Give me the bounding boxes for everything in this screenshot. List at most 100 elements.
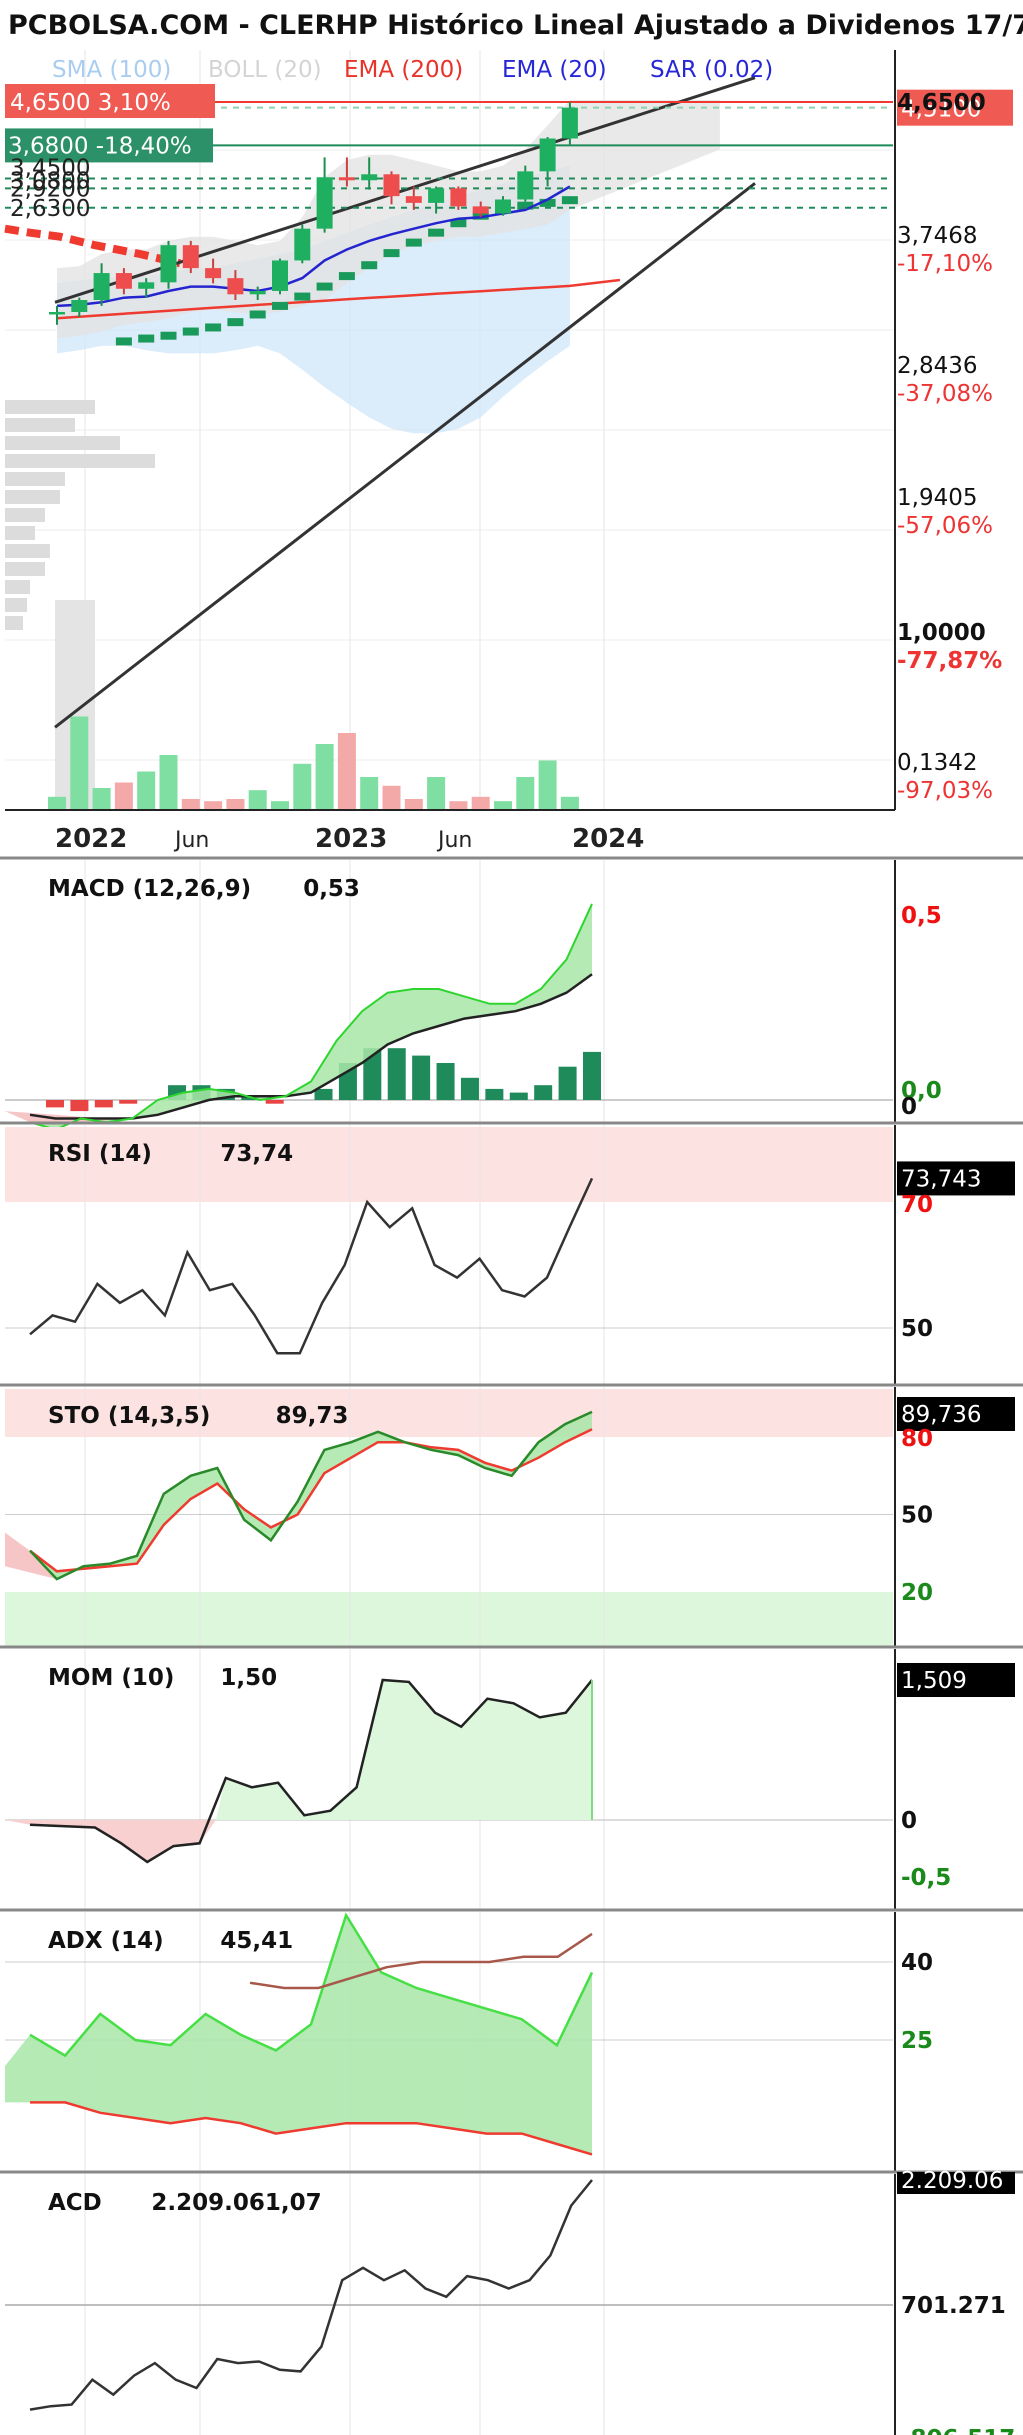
overbought-zone [5, 1127, 893, 1202]
candle-body [338, 177, 355, 181]
volume-profile-bar [5, 508, 45, 522]
sar-dot [450, 219, 467, 228]
candle-body [138, 282, 155, 289]
y-tick-label: 40 [901, 1950, 933, 1976]
volume-bar [337, 733, 356, 810]
volume-bar [271, 801, 289, 810]
macd-histogram-bar [363, 1048, 382, 1100]
volume-profile-bar [5, 400, 95, 414]
indicator-value: 89,73 [276, 1403, 349, 1429]
price-label: 3,0800 [10, 168, 90, 194]
price-label-green: 3,6800 -18,40% [8, 133, 192, 159]
volume-profile-bar [5, 472, 65, 486]
candle-body [249, 290, 266, 295]
macd-histogram-bar [94, 1100, 113, 1108]
candle-body [71, 300, 88, 312]
adx-line [249, 1932, 593, 1990]
sto-d-line [29, 1428, 593, 1573]
y-tick-label: 0,5 [901, 903, 942, 929]
macd-line [29, 903, 593, 1131]
indicator-name: STO (14,3,5) [48, 1403, 210, 1429]
candle-body [316, 177, 333, 229]
volume-bar [48, 796, 66, 810]
value-box-label: 89,736 [901, 1402, 981, 1428]
x-tick-label: 2023 [315, 824, 387, 854]
volume-profile-bar [5, 598, 27, 612]
volume-bar [494, 801, 512, 810]
legend-item: EMA (20) [502, 57, 607, 83]
candle-body [205, 268, 222, 279]
macd-histogram-bar [509, 1092, 528, 1100]
legend: SMA (100) BOLL (20) EMA (200) EMA (20) SAR (… [52, 57, 773, 83]
y-tick-label: 20 [901, 1580, 933, 1606]
volume-bar [560, 796, 579, 810]
macd-histogram-bar [436, 1063, 455, 1100]
indicator-name: RSI (14) [48, 1141, 152, 1167]
price-label-box [5, 128, 213, 163]
x-tick-label: 2024 [572, 824, 644, 854]
acd-panel: ACD 2.209.061,07 2.209.06 701.271 -806.517 [0, 2168, 1023, 2435]
macd-histogram-bar [119, 1100, 138, 1104]
sar-dot [316, 282, 333, 291]
macd-histogram-bar [314, 1088, 333, 1100]
sar-dot [205, 323, 222, 332]
macd-panel: MACD (12,26,9) 0,53 0,5 0,00 [0, 856, 1023, 1131]
y-tick-label: 2,8436 [897, 353, 977, 379]
candle-body [472, 206, 489, 214]
volume-bar [516, 777, 535, 810]
candle-body [561, 107, 578, 139]
y-tick-label: -806.517 [901, 2426, 1015, 2435]
volume-profile-bar [5, 490, 60, 504]
chart-title: PCBOLSA.COM - CLERHP Histórico Lineal Aj… [8, 10, 1023, 41]
sar-dot [539, 198, 556, 207]
sar-dot [294, 292, 311, 301]
volume-bar [226, 799, 245, 810]
y-tick-label: 1,9405 [897, 485, 977, 511]
value-box-label: 1,509 [901, 1668, 967, 1694]
macd-histogram-bar [558, 1066, 577, 1100]
y-tick-label: 0,0 [901, 1078, 942, 1104]
minus-di-line [30, 2101, 593, 2156]
sar-dot [249, 310, 266, 319]
oversold-zone [5, 1592, 893, 1646]
macd-histogram-bar [583, 1051, 601, 1100]
sar-dot [361, 261, 378, 270]
adx-panel: ADX (14) 45,41 40 25 [0, 1908, 1023, 2171]
indicator-value: 73,74 [220, 1141, 293, 1167]
sar-dot [272, 301, 288, 310]
volume-profile-bar [5, 616, 23, 630]
candle-body [405, 196, 422, 203]
candle-body [517, 171, 534, 200]
indicator-name: MOM (10) [48, 1665, 174, 1691]
volume-bar [114, 782, 133, 810]
price-label: 3,4500 [10, 155, 90, 181]
macd-signal-line [29, 973, 593, 1120]
sto-k-line [29, 1410, 593, 1581]
sar-dot [517, 201, 534, 210]
legend-item: SMA (100) [52, 57, 171, 83]
volume-profile-bar [5, 526, 35, 540]
candle-body [495, 199, 511, 214]
volume-profile-bar [5, 454, 155, 468]
sar-dot [405, 238, 422, 247]
sto-fill-neg [5, 1532, 57, 1580]
sar-dot [182, 327, 199, 336]
price-label-box [5, 84, 215, 118]
y-tick-label: 80 [901, 1426, 933, 1452]
volume-bar [471, 796, 490, 810]
y-tick-label: 50 [901, 1316, 933, 1342]
volume-bar [181, 799, 200, 810]
volume-bar [315, 744, 334, 810]
y-tick-label: 0 [901, 1808, 917, 1834]
candle-body [93, 273, 110, 301]
price-label: 2,6300 [10, 196, 90, 222]
sar-dot [138, 334, 155, 343]
macd-histogram-bar [485, 1088, 504, 1100]
legend-item: EMA (200) [344, 57, 463, 83]
y-tick-label: 50 [901, 1503, 933, 1529]
volume-bar [538, 760, 557, 810]
y-tick-label: -0,5 [901, 1865, 951, 1891]
overbought-zone [5, 1389, 893, 1437]
macd-histogram-bar [412, 1055, 431, 1100]
